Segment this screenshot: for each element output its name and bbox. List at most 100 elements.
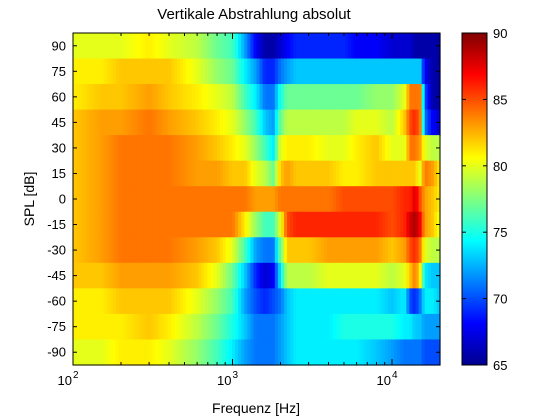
heatmap-cell (369, 33, 374, 60)
heatmap-cell (131, 160, 135, 187)
heatmap-cell (293, 84, 297, 111)
heatmap-cell (183, 109, 187, 136)
heatmap-cell (149, 33, 154, 60)
heatmap-cell (210, 186, 215, 213)
heatmap-cell (161, 33, 166, 60)
heatmap-cell (366, 339, 371, 366)
heatmap-cell (244, 33, 248, 60)
heatmap-cell (360, 339, 365, 366)
heatmap-cell (158, 339, 163, 366)
heatmap-cell (391, 211, 395, 238)
heatmap-cell (280, 262, 285, 289)
heatmap-cell (302, 135, 307, 162)
heatmap-cell (76, 237, 80, 264)
heatmap-cell (378, 211, 383, 238)
heatmap-cell (91, 288, 96, 315)
heatmap-cell (296, 135, 300, 162)
heatmap-cell (430, 135, 435, 162)
y-tick-label: 45 (52, 115, 66, 130)
heatmap-cell (427, 339, 432, 366)
heatmap-cell (134, 160, 138, 187)
heatmap-cell (118, 339, 123, 366)
heatmap-cell (222, 186, 227, 213)
heatmap-cell (375, 211, 380, 238)
heatmap-cell (146, 84, 151, 111)
heatmap-cell (372, 313, 377, 341)
heatmap-cell (207, 33, 212, 60)
heatmap-cell (201, 135, 206, 162)
heatmap-cell (76, 33, 80, 60)
heatmap-cell (195, 109, 199, 136)
heatmap-cell (394, 339, 398, 366)
heatmap-cell (311, 186, 316, 213)
heatmap-cell (164, 135, 169, 162)
heatmap-cell (183, 262, 187, 289)
heatmap-cell (403, 84, 407, 111)
heatmap-cell (348, 33, 352, 60)
heatmap-cell (259, 160, 264, 187)
heatmap-cell (216, 186, 221, 213)
heatmap-cell (308, 211, 313, 238)
heatmap-cell (244, 109, 248, 136)
heatmap-cell (228, 237, 233, 264)
heatmap-cell (183, 313, 187, 341)
heatmap-cell (262, 135, 267, 162)
heatmap-cell (79, 288, 83, 315)
heatmap-cell (207, 160, 212, 187)
heatmap-cell (363, 211, 368, 238)
heatmap-cell (155, 262, 160, 289)
heatmap-cell (176, 211, 181, 238)
heatmap-cell (112, 135, 117, 162)
heatmap-cell (427, 160, 432, 187)
heatmap-cell (351, 237, 355, 264)
heatmap-cell (433, 186, 438, 213)
heatmap-cell (302, 339, 307, 366)
heatmap-cell (314, 160, 319, 187)
heatmap-cell (222, 237, 227, 264)
heatmap-cell (189, 58, 193, 85)
heatmap-cell (186, 109, 190, 136)
heatmap-cell (82, 33, 86, 60)
heatmap-cell (244, 339, 248, 366)
heatmap-cell (109, 237, 114, 264)
heatmap-cell (265, 33, 270, 60)
heatmap-cell (406, 33, 411, 60)
heatmap-cell (427, 237, 432, 264)
y-tick-label: -45 (47, 268, 66, 283)
heatmap-cell (91, 33, 96, 60)
heatmap-cell (134, 237, 138, 264)
heatmap-cell (161, 211, 166, 238)
heatmap-cell (308, 135, 313, 162)
heatmap-cell (424, 288, 429, 315)
heatmap-cell (213, 288, 218, 315)
heatmap-cell (247, 109, 251, 136)
heatmap-cell (372, 33, 377, 60)
heatmap-cell (85, 33, 89, 60)
heatmap-cell (357, 288, 362, 315)
heatmap-cell (97, 135, 102, 162)
heatmap-cell (308, 109, 313, 136)
heatmap-cell (85, 135, 89, 162)
heatmap-cell (241, 160, 245, 187)
heatmap-cell (121, 288, 126, 315)
heatmap-cell (397, 109, 401, 136)
heatmap-cell (222, 58, 227, 85)
heatmap-cell (299, 58, 303, 85)
heatmap-cell (381, 160, 386, 187)
heatmap-cell (354, 58, 359, 85)
heatmap-cell (198, 211, 203, 238)
heatmap-cell (210, 262, 215, 289)
heatmap-cell (314, 186, 319, 213)
heatmap-cell (97, 262, 102, 289)
heatmap-cell (146, 339, 151, 366)
heatmap-cell (418, 313, 423, 341)
heatmap-cell (235, 288, 239, 315)
heatmap-cell (253, 237, 258, 264)
heatmap-cell (412, 109, 417, 136)
heatmap-cell (336, 135, 340, 162)
heatmap-cell (397, 288, 401, 315)
heatmap-cell (397, 339, 401, 366)
heatmap-cell (100, 135, 105, 162)
heatmap-cell (314, 313, 319, 341)
heatmap-cell (345, 262, 349, 289)
